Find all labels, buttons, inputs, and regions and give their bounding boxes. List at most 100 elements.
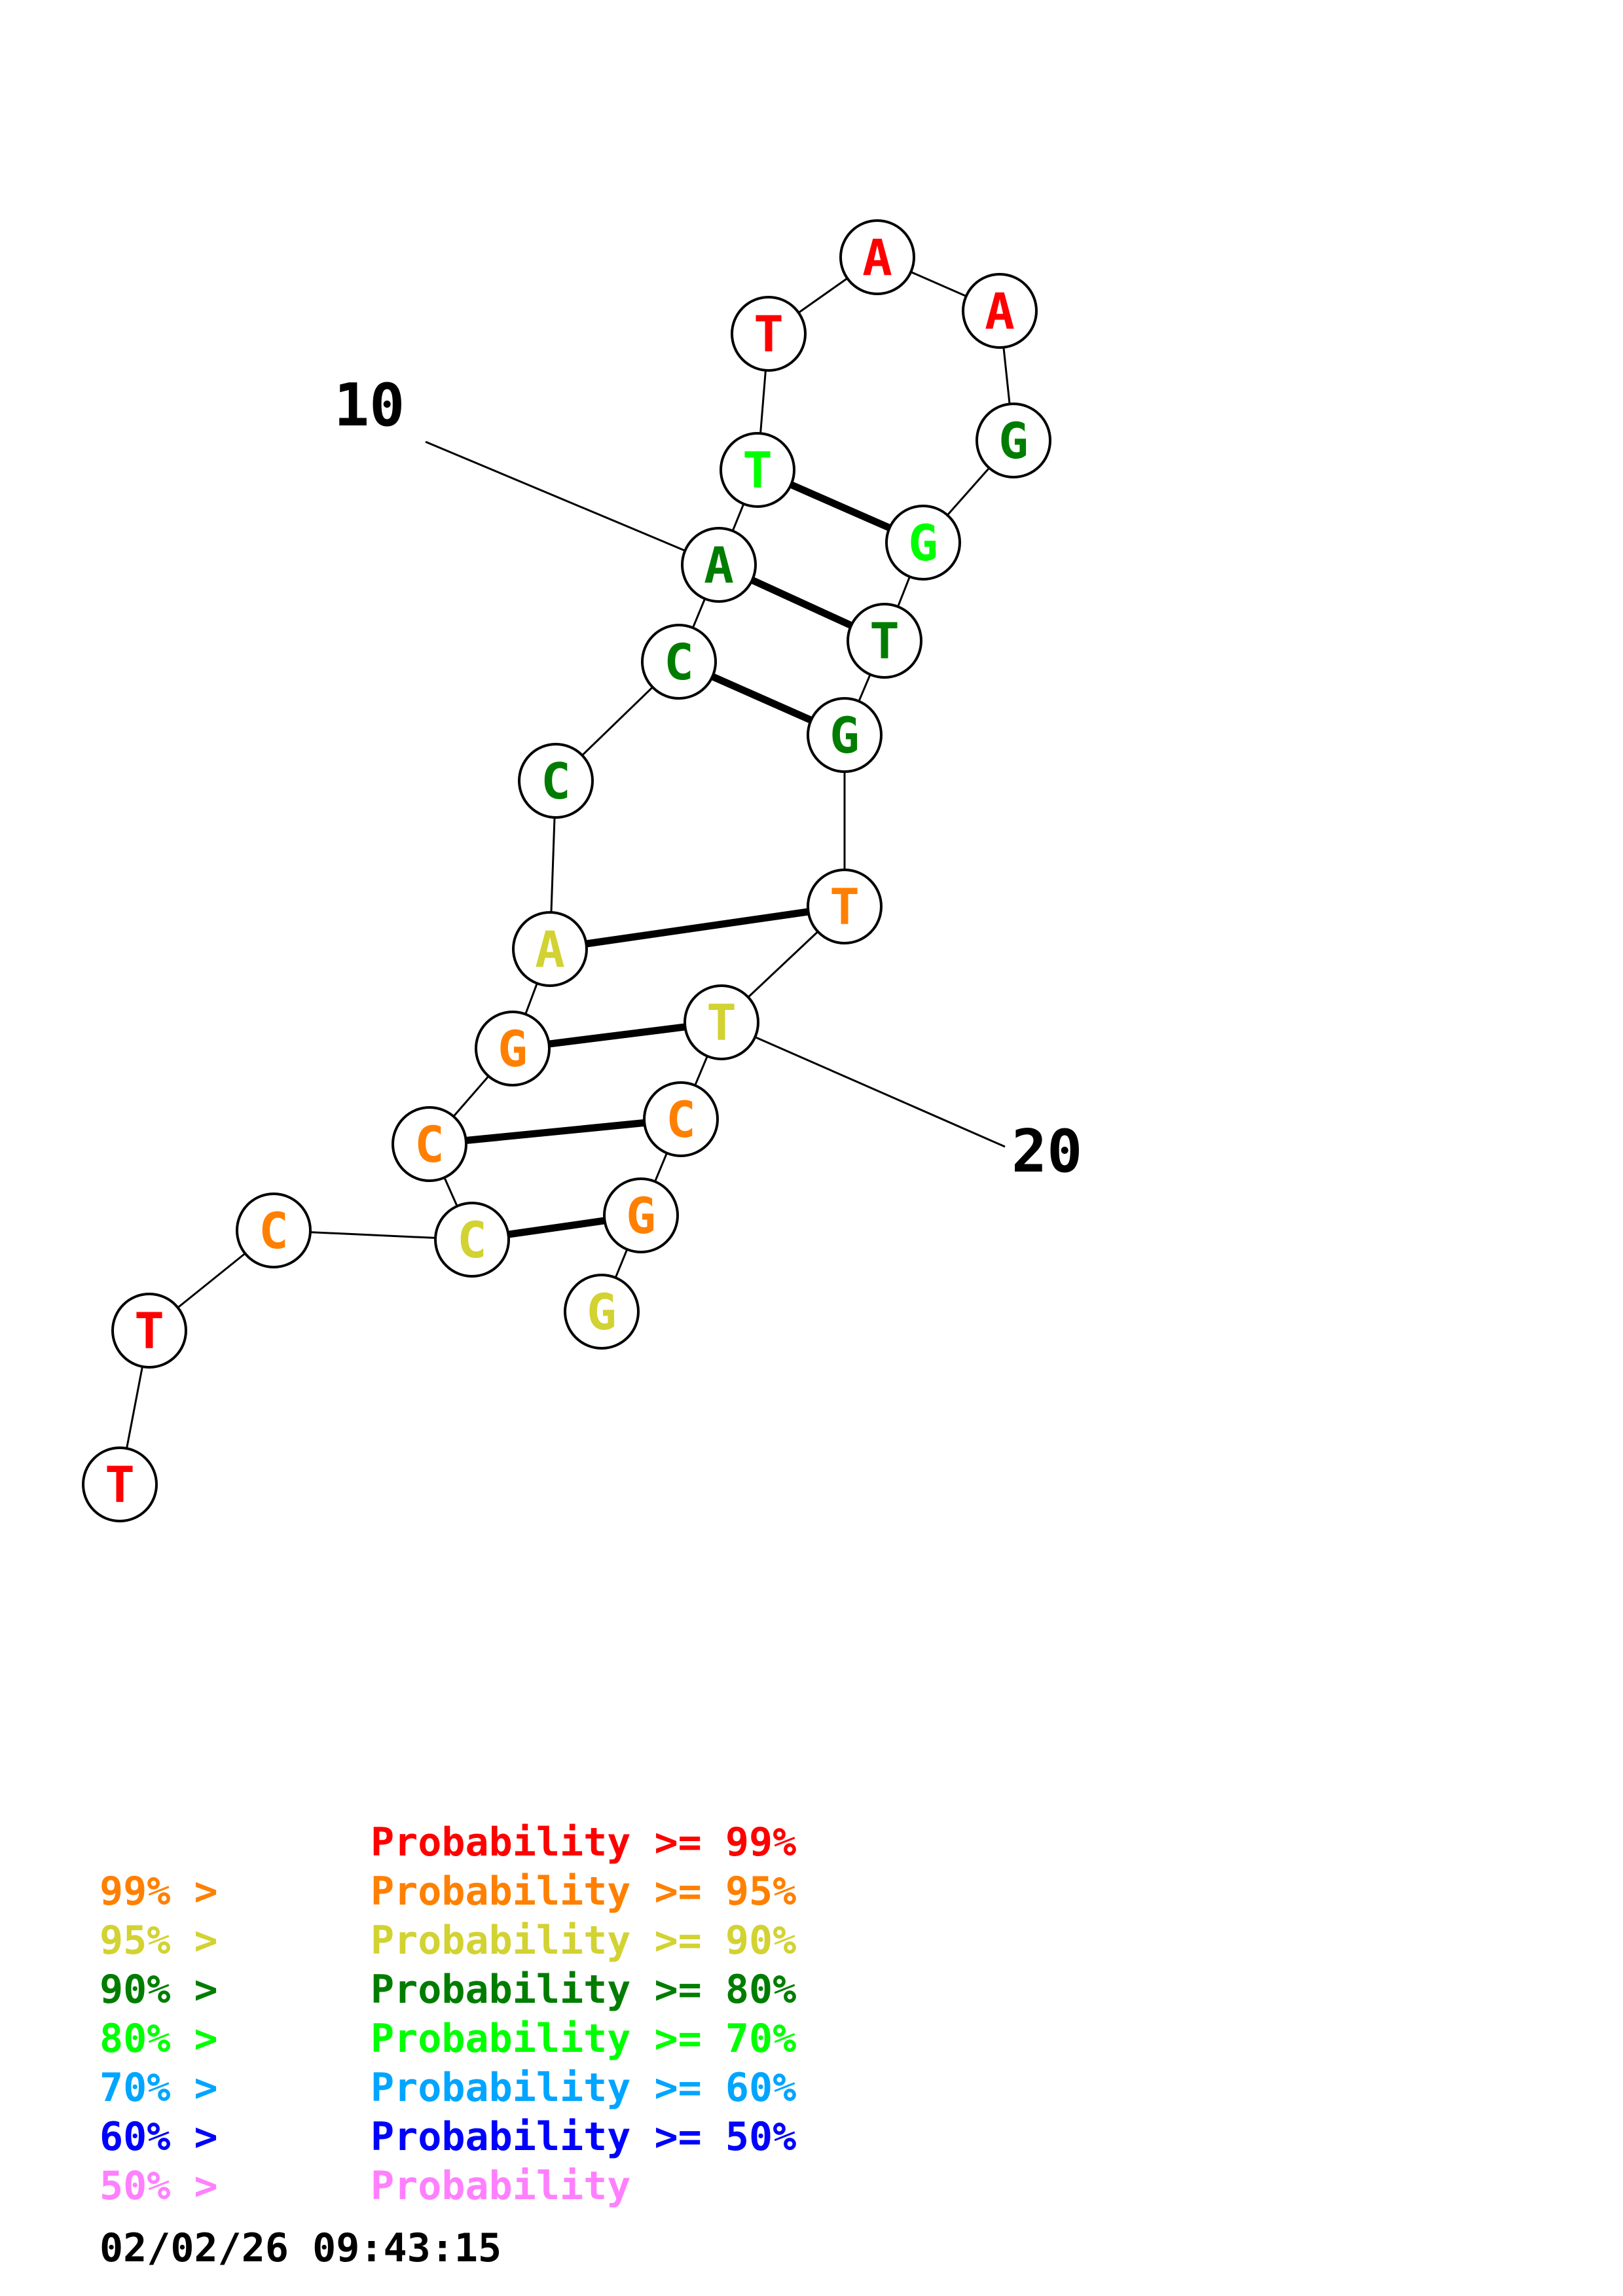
nucleotide: G <box>976 403 1051 478</box>
nucleotide-circle <box>236 1193 312 1268</box>
backbone-segment <box>177 1252 246 1309</box>
nucleotide: C <box>641 624 717 700</box>
legend-row-label: Probability >= 70% <box>371 2016 797 2062</box>
nucleotide: T <box>684 984 759 1060</box>
nucleotide-circle <box>807 697 883 773</box>
nucleotide: A <box>681 527 757 603</box>
base-pair-6-20 <box>548 1023 686 1048</box>
backbone-segment <box>747 931 819 998</box>
backbone-segment <box>452 1075 490 1117</box>
position-label-10: 10 <box>334 371 405 440</box>
backbone-segment <box>694 1056 708 1086</box>
backbone-segment <box>759 370 767 434</box>
legend-row-label: Probability <box>371 2163 631 2209</box>
nucleotide: G <box>807 697 883 773</box>
position-labels: 10 20 <box>334 371 1082 1186</box>
position-leader-lines <box>425 440 1006 1148</box>
legend-row-label: Probability >= 80% <box>371 1967 797 2013</box>
legend-row-lower: 90% > <box>100 1967 218 2013</box>
nucleotide: T <box>720 432 795 508</box>
nucleotide: G <box>603 1177 679 1253</box>
nucleotide: T <box>847 603 922 679</box>
backbone-segment <box>797 278 848 314</box>
legend-row: 50% > Probability <box>100 2162 796 2211</box>
legend-row-lower: 60% > <box>100 2114 218 2160</box>
nucleotide-letter: G <box>908 514 938 572</box>
nucleotide: A <box>839 219 915 295</box>
legend-row-label: Probability >= 95% <box>371 1869 797 1914</box>
nucleotide: C <box>434 1202 510 1278</box>
nucleotide: C <box>643 1081 719 1157</box>
legend-row-lower: 80% > <box>100 2016 218 2062</box>
nucleotide: G <box>475 1011 551 1086</box>
base-pair-10-17 <box>750 577 853 629</box>
backbone-segment <box>731 503 745 531</box>
backbone-segment <box>126 1366 143 1449</box>
base-pair-4-22 <box>507 1217 606 1238</box>
nucleotide: T <box>807 869 883 944</box>
backbone-segment <box>614 1249 629 1278</box>
nucleotide-circle <box>641 624 717 700</box>
base-pair-lines <box>465 481 891 1238</box>
nucleotide-circle <box>807 869 883 944</box>
nucleotide-letter: T <box>830 878 860 936</box>
legend-row: 60% > Probability >= 50% <box>100 2113 796 2162</box>
nucleotide: T <box>111 1293 187 1369</box>
position-leader-20 <box>754 1036 1006 1148</box>
nucleotide-letter: T <box>754 305 784 363</box>
base-pair-9-18 <box>710 673 813 724</box>
nucleotide-letter: C <box>457 1211 487 1269</box>
legend-row-label: Probability >= 99% <box>371 1820 797 1865</box>
nucleotide-circle <box>475 1011 551 1086</box>
position-label-20: 20 <box>1012 1117 1082 1186</box>
backbone-segment <box>581 686 653 757</box>
legend-row: 80% > Probability >= 70% <box>100 2015 796 2064</box>
nucleotide-letter: T <box>134 1302 164 1360</box>
nucleotide: C <box>518 743 594 819</box>
base-pair-7-19 <box>585 908 809 948</box>
nucleotide-letter: G <box>587 1283 617 1341</box>
nucleotide-letter: T <box>706 994 737 1052</box>
backbone-segment <box>946 467 991 516</box>
backbone-segment <box>858 673 871 702</box>
backbone-segment <box>550 817 556 913</box>
nucleotide-letter: G <box>998 412 1029 470</box>
nucleotide-circle <box>434 1202 510 1278</box>
legend-row-label: Probability >= 60% <box>371 2065 797 2111</box>
nucleotide-circle <box>111 1293 187 1369</box>
nucleotide-circle <box>839 219 915 295</box>
nucleotide-circle <box>731 296 807 372</box>
nucleotide-letter: G <box>626 1187 656 1245</box>
nucleotide-circle <box>643 1081 719 1157</box>
nucleotide-letter: C <box>664 633 694 691</box>
nucleotide: A <box>962 273 1038 349</box>
backbone-segment <box>691 598 706 628</box>
nucleotide-letter: A <box>862 228 892 287</box>
nucleotide: T <box>82 1446 158 1522</box>
backbone-segment <box>897 576 911 607</box>
nucleotide: G <box>885 505 961 581</box>
nucleotide-circle <box>512 911 588 987</box>
probability-legend: Probability >= 99% 99% > Probability >= 95… <box>100 1818 796 2211</box>
legend-row-lower: 70% > <box>100 2065 218 2111</box>
legend-row: Probability >= 99% <box>100 1818 796 1867</box>
timestamp: 02/02/26 09:43:15 <box>100 2225 502 2271</box>
nucleotide-letter: C <box>666 1090 696 1149</box>
nucleotide-letter: T <box>105 1456 135 1514</box>
nucleotide-circle <box>885 505 961 581</box>
nucleotide-circle <box>962 273 1038 349</box>
legend-row: 90% > Probability >= 80% <box>100 1965 796 2015</box>
nucleotide-circle <box>518 743 594 819</box>
backbone-segment <box>310 1231 436 1239</box>
legend-row: 95% > Probability >= 90% <box>100 1916 796 1965</box>
nucleotide-circle <box>392 1106 467 1182</box>
backbone-lines <box>126 271 1011 1449</box>
nucleotide-circle <box>564 1274 640 1350</box>
legend-row: 70% > Probability >= 60% <box>100 2064 796 2113</box>
nucleotide: C <box>236 1193 312 1268</box>
nucleotide-letter: C <box>259 1202 289 1260</box>
legend-row-lower: 99% > <box>100 1869 218 1914</box>
nucleotide-circle <box>681 527 757 603</box>
